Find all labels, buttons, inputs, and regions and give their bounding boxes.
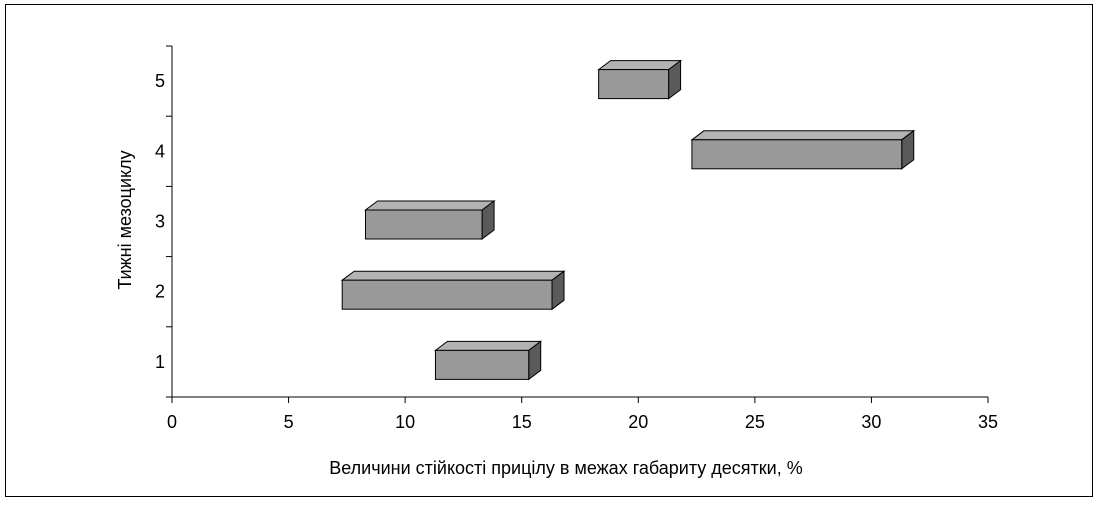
x-tick-label: 5 [284,412,294,432]
axes: 0 5 10 15 20 25 30 35 1 2 3 4 5 [155,45,998,432]
y-tick-label: 1 [155,352,165,372]
y-tick-label: 4 [155,141,165,161]
bars [340,59,916,381]
bar-front-face [598,69,670,100]
bar-front-face [691,139,903,170]
bar-top-face [690,130,916,141]
bar-week-3 [364,200,496,240]
y-tick-label: 5 [155,71,165,91]
x-axis-title: Величини стійкості прицілу в межах габар… [329,458,803,478]
x-tick-label: 10 [395,412,415,432]
x-tick-label: 15 [512,412,532,432]
bar-front-face [434,349,530,380]
bar-top-face [364,200,496,211]
bar-week-1 [433,340,543,381]
bar-front-face [341,279,553,310]
bar-week-2 [340,270,566,311]
bar-week-5 [597,59,683,100]
x-tick-label: 0 [167,412,177,432]
bar-front-face [365,209,483,240]
bar-top-face [597,60,683,71]
x-tick-label: 25 [745,412,765,432]
bar-top-face [433,340,543,351]
y-tick-label: 3 [155,212,165,232]
y-tick-label: 2 [155,282,165,302]
x-tick-label: 30 [861,412,881,432]
bar-top-face [340,270,566,281]
bar-week-4 [690,129,916,170]
x-tick-label: 20 [628,412,648,432]
x-tick-label: 35 [978,412,998,432]
chart-frame [5,4,1093,497]
y-axis-title: Тижні мезоциклу [115,150,135,289]
